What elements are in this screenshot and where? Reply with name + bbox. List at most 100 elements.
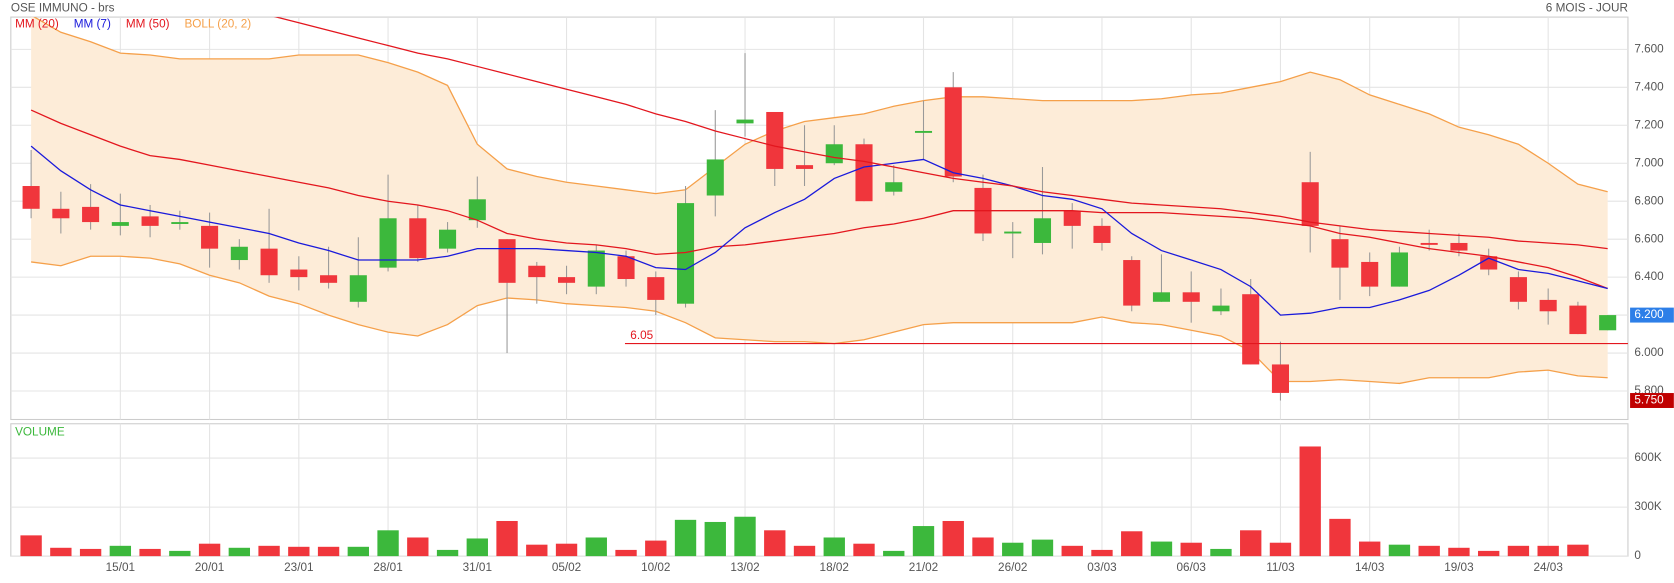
candle-body: [1361, 261, 1379, 287]
x-tick-label: 24/03: [1533, 561, 1563, 574]
ma-line: [273, 17, 1608, 250]
volume-bar: [912, 526, 935, 557]
candle-body: [82, 206, 100, 223]
volume-bar: [972, 537, 994, 557]
candle-body: [944, 87, 962, 177]
volume-bar: [50, 547, 72, 557]
candle-body: [1331, 239, 1349, 268]
candle-body: [1242, 294, 1260, 365]
legend-entry: MM (50): [126, 18, 170, 31]
y-tick-label: 300K: [1634, 500, 1662, 513]
candle-body: [706, 159, 724, 196]
candle-body: [736, 119, 754, 124]
candle-body: [141, 216, 159, 226]
volume-bar: [942, 520, 964, 557]
price-tag: [1630, 307, 1674, 323]
candle-body: [766, 111, 784, 169]
candle-body: [528, 265, 546, 278]
chart-subtitle: 6 MOIS - JOUR: [1546, 2, 1628, 15]
legend-entry: MM (20): [15, 18, 59, 31]
candle-body: [558, 277, 576, 283]
volume-bar: [1061, 545, 1083, 557]
x-tick-label: 28/01: [373, 561, 402, 574]
candle-body: [1212, 305, 1230, 312]
candle-body: [1271, 364, 1289, 393]
volume-bar: [1150, 541, 1173, 557]
x-tick-label: 20/01: [195, 561, 224, 574]
plot-area: [22, 17, 1617, 401]
y-tick-label: 6.800: [1634, 194, 1664, 207]
candle-body: [1599, 315, 1617, 331]
volume-bar: [1240, 530, 1262, 557]
y-tick-label: 600K: [1634, 451, 1662, 464]
volume-bar: [1537, 545, 1559, 557]
candle-body: [855, 144, 873, 202]
candle-body: [795, 165, 814, 169]
volume-bar: [883, 550, 905, 557]
candle-body: [290, 269, 308, 278]
candle-body: [1152, 292, 1171, 302]
panel-label: VOLUME: [15, 425, 65, 438]
band-fill: [31, 17, 1608, 384]
volume-bar: [496, 520, 518, 557]
volume-bar: [258, 545, 280, 557]
volume-bar: [347, 546, 369, 557]
candle-body: [1509, 277, 1527, 302]
candle-body: [1390, 252, 1408, 287]
volume-bar: [1448, 547, 1470, 557]
volume-bar: [1210, 548, 1232, 557]
volume-bar: [436, 549, 459, 557]
x-tick-label: 26/02: [998, 561, 1027, 574]
candle-body: [468, 199, 486, 221]
candle-body: [1123, 260, 1141, 306]
volume-bar: [764, 530, 786, 557]
volume-bar: [1507, 545, 1530, 557]
candle-body: [320, 275, 338, 283]
volume-bar: [1091, 549, 1113, 557]
candle-body: [825, 144, 843, 164]
candle-body: [1569, 305, 1587, 335]
volume-bar: [407, 537, 429, 557]
volume-bar: [109, 545, 132, 557]
y-tick-label: 7.000: [1634, 156, 1664, 169]
x-tick-label: 15/01: [106, 561, 135, 574]
volume-bar: [288, 546, 310, 557]
volume-bar: [317, 546, 340, 557]
x-tick-label: 19/03: [1444, 561, 1474, 574]
volume-bar: [1418, 545, 1440, 557]
x-tick-label: 10/02: [641, 561, 670, 574]
candle-body: [1182, 292, 1200, 302]
chart-title: OSE IMMUNO - brs: [11, 2, 115, 15]
volume-bar: [169, 550, 191, 557]
candle-body: [260, 248, 278, 276]
x-tick-label: 31/01: [463, 561, 492, 574]
candle-body: [676, 203, 695, 304]
x-tick-label: 11/03: [1266, 561, 1295, 574]
volume-bar: [1567, 544, 1589, 557]
candle-body: [52, 208, 70, 219]
candle-body: [647, 277, 665, 300]
x-tick-label: 03/03: [1087, 561, 1117, 574]
volume-bar: [228, 547, 251, 557]
candle-body: [1063, 210, 1081, 226]
candle-body: [1450, 242, 1468, 251]
volume-bar: [853, 543, 875, 557]
volume-bar: [823, 537, 845, 557]
candle-body: [914, 130, 933, 133]
x-tick-label: 21/02: [909, 561, 938, 574]
volume-bar: [1121, 531, 1143, 557]
y-tick-label: 6.000: [1634, 346, 1664, 359]
volume-bar: [585, 537, 607, 557]
y-tick-label: 7.600: [1634, 42, 1664, 55]
price-tag-label: 6.200: [1634, 308, 1664, 321]
volume-bar: [674, 519, 697, 557]
volume-bar: [704, 521, 726, 557]
candle-body: [617, 256, 635, 280]
band-upper: [33, 17, 1608, 195]
volume-bar: [1180, 542, 1202, 557]
volume-bar: [734, 516, 756, 557]
candle-body: [379, 218, 397, 268]
ma-line: [30, 145, 1608, 316]
volume-bar: [20, 535, 42, 557]
